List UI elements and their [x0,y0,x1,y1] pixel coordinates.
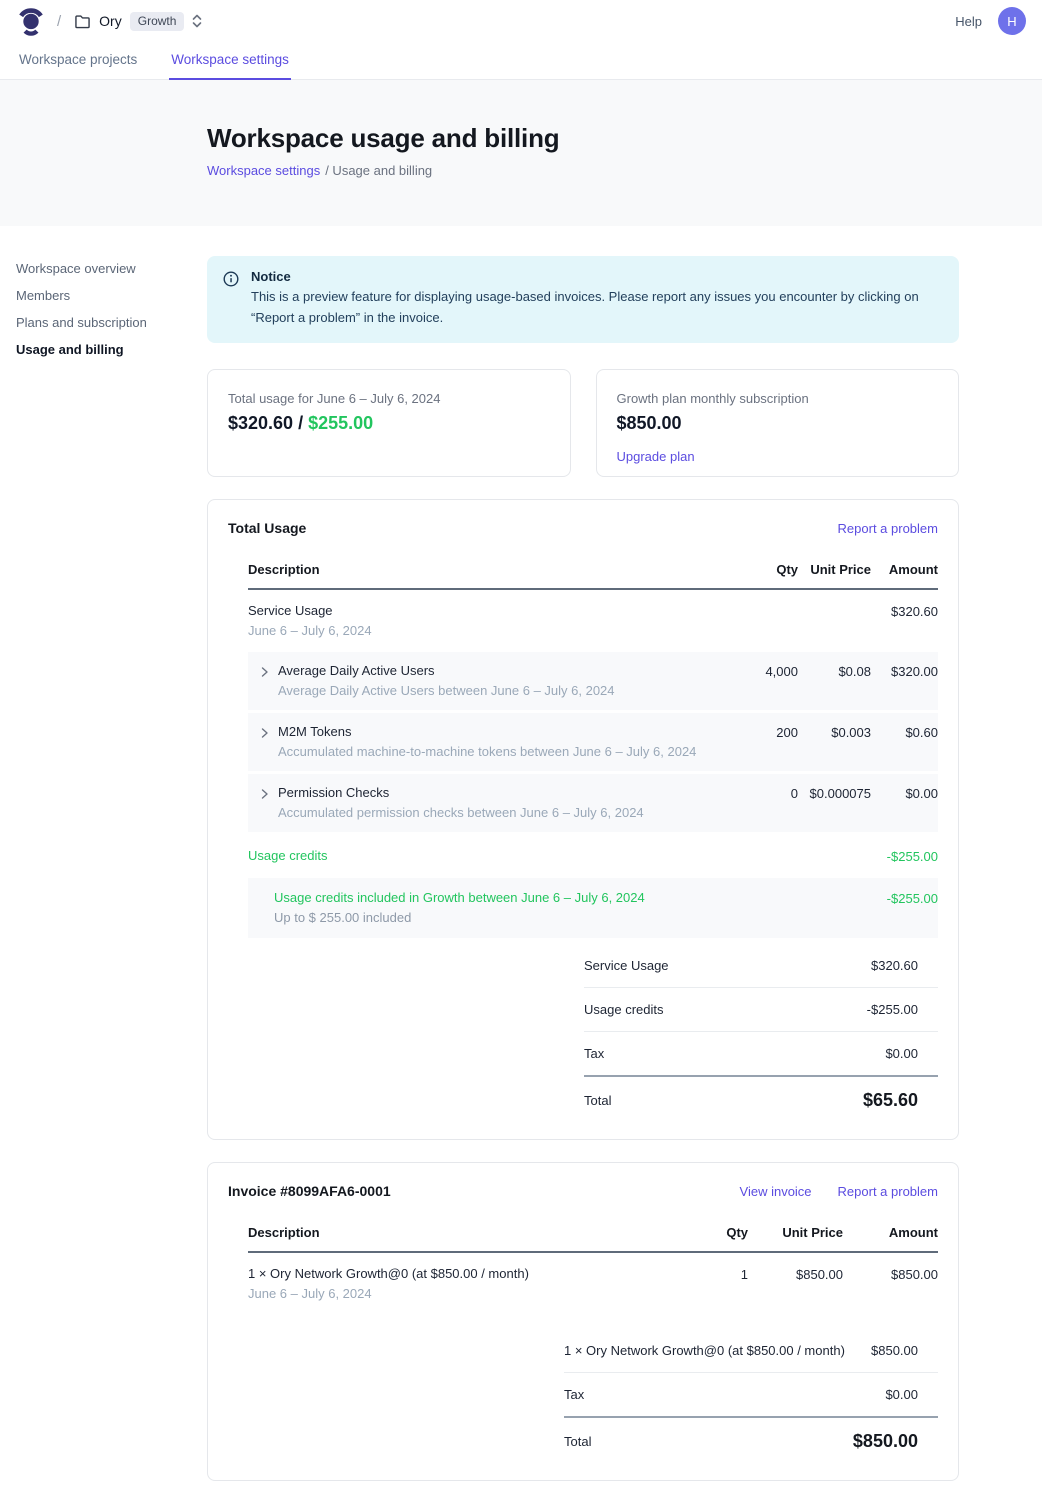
summary-row-service-usage: Service Usage $320.60 [584,944,938,988]
table-row-service-usage: Service Usage June 6 – July 6, 2024 $320… [248,602,938,638]
usage-table: Description Qty Unit Price Amount Servic… [248,552,938,1115]
breadcrumb: Workspace settings / Usage and billing [207,163,1042,178]
invoice-table: Description Qty Unit Price Amount 1 × Or… [248,1215,938,1456]
notice-title: Notice [251,269,291,284]
workspace-tabbar: Workspace projects Workspace settings [0,42,1042,80]
invoice-card: Invoice #8099AFA6-0001 View invoice Repo… [207,1161,959,1481]
summary-row-total: Total $850.00 [564,1430,918,1451]
table-row-average-daily-active-users[interactable]: Average Daily Active Users Average Daily… [248,651,938,713]
settings-sidenav: Workspace overview Members Plans and sub… [0,226,207,1497]
tab-workspace-settings[interactable]: Workspace settings [169,42,291,80]
notice-body: This is a preview feature for displaying… [251,289,919,325]
page-title: Workspace usage and billing [207,123,560,153]
summary-cards: Total usage for June 6 – July 6, 2024 $3… [207,368,959,477]
breadcrumb-separator: / [57,12,62,30]
help-link[interactable]: Help [955,13,982,29]
chevron-right-icon[interactable] [260,666,269,698]
subscription-card: Growth plan monthly subscription $850.00… [595,368,959,477]
chevron-right-icon[interactable] [260,727,269,759]
chevron-right-icon[interactable] [260,788,269,820]
breadcrumb-current: / Usage and billing [325,163,433,178]
invoice-line-item: 1 × Ory Network Growth@0 (at $850.00 / m… [248,1265,938,1301]
usage-credit-amount: $255.00 [308,412,374,433]
sidebar-item-usage-and-billing[interactable]: Usage and billing [16,342,124,357]
usage-card-title: Total Usage [228,519,307,536]
upgrade-plan-link[interactable]: Upgrade plan [616,448,695,464]
chevron-up-down-icon [192,14,202,28]
subscription-label: Growth plan monthly subscription [616,390,809,406]
table-row-usage-credits: Usage credits -$255.00 [248,847,938,864]
view-invoice-link[interactable]: View invoice [739,1183,812,1199]
total-usage-detail-card: Total Usage Report a problem Description… [207,498,959,1140]
info-icon [223,271,239,329]
breadcrumb-link-workspace-settings[interactable]: Workspace settings [207,163,321,178]
invoice-summary: 1 × Ory Network Growth@0 (at $850.00 / m… [564,1329,938,1456]
summary-row-usage-credits: Usage credits -$255.00 [584,988,938,1032]
tab-workspace-projects[interactable]: Workspace projects [19,52,138,67]
sidebar-item-plans-and-subscription[interactable]: Plans and subscription [16,315,147,330]
summary-row-tax: Tax $0.00 [584,1032,938,1077]
folder-icon [74,14,91,29]
ory-logo-icon[interactable] [16,6,46,36]
user-avatar[interactable]: H [998,7,1026,35]
subscription-amount: $850.00 [616,412,682,433]
invoice-title: Invoice #8099AFA6-0001 [228,1182,391,1199]
summary-row-subscription: 1 × Ory Network Growth@0 (at $850.00 / m… [564,1329,938,1373]
summary-row-total: Total $65.60 [584,1089,918,1110]
usage-summary: Service Usage $320.60 Usage credits -$25… [584,944,938,1115]
usage-table-header: Description Qty Unit Price Amount [248,552,938,590]
sidebar-item-workspace-overview[interactable]: Workspace overview [16,261,136,276]
total-usage-amount: $320.60 / $255.00 [228,412,374,433]
report-a-problem-link[interactable]: Report a problem [837,520,938,536]
workspace-selector[interactable]: Ory Growth [74,11,202,31]
topbar: / Ory Growth Help H [0,0,1042,42]
report-a-problem-link[interactable]: Report a problem [837,1183,938,1199]
table-row-usage-credits-included: Usage credits included in Growth between… [248,877,938,938]
sidebar-item-members[interactable]: Members [16,288,71,303]
table-row-m2m-tokens[interactable]: M2M Tokens Accumulated machine-to-machin… [248,712,938,774]
workspace-plan-badge: Growth [129,11,185,31]
notice-banner: Notice This is a preview feature for dis… [207,256,959,343]
page-header: Workspace usage and billing Workspace se… [0,80,1042,226]
total-usage-label: Total usage for June 6 – July 6, 2024 [228,390,441,406]
total-usage-card: Total usage for June 6 – July 6, 2024 $3… [207,368,571,477]
table-row-permission-checks[interactable]: Permission Checks Accumulated permission… [248,773,938,835]
invoice-table-header: Description Qty Unit Price Amount [248,1215,938,1253]
workspace-name: Ory [99,13,122,29]
summary-row-tax: Tax $0.00 [564,1373,938,1418]
